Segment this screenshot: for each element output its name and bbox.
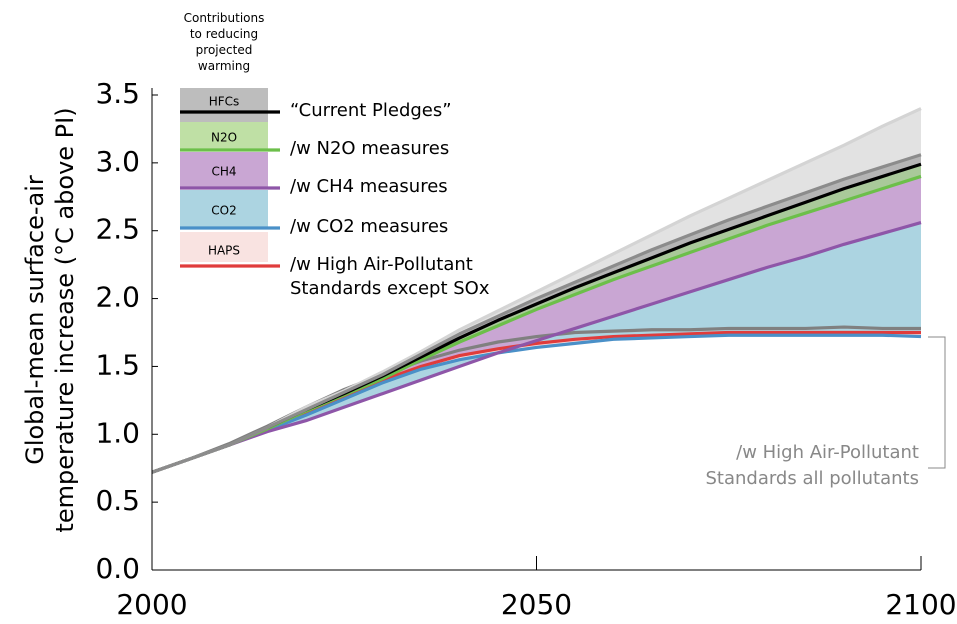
y-tick-label: 1.5 [95,348,140,381]
y-tick-label: 3.0 [95,145,140,178]
y-tick-label: 3.5 [95,77,140,110]
y-tick-label: 2.5 [95,213,140,246]
y-tick-label: 2.0 [95,281,140,314]
legend-label: /w CO2 measures [290,216,449,237]
legend-box-label: CH4 [211,165,236,179]
line [151,153,922,474]
x-tick-label: 2100 [885,588,956,621]
x-tick-label: 2000 [116,588,187,621]
legend-box [180,190,268,228]
legend-title: Contributions to reducing projected warm… [183,11,265,73]
legend-box-label: N2O [211,131,237,145]
legend-box-label: HAPS [208,244,240,258]
legend-label: /w CH4 measures [290,176,448,197]
annotation: /w High Air-Pollutant Standards all poll… [705,442,919,489]
band [152,164,921,473]
legend-box-label: HFCs [209,95,240,109]
line [151,221,922,474]
annotation-bracket [928,336,946,469]
legend-label: “Current Pledges” [290,100,452,121]
legend-box [180,152,268,188]
y-tick-label: 0.5 [95,484,140,517]
y-tick-label: 0.0 [95,552,140,585]
legend-box [180,122,268,150]
legend-label: /w High Air-Pollutant Standards except S… [290,254,490,299]
legend-box [180,88,268,122]
legend-label: /w N2O measures [290,138,450,159]
y-tick-label: 1.0 [95,416,140,449]
line [151,333,922,474]
legend-box [180,232,268,262]
legend-box-label: CO2 [211,204,236,218]
x-tick-label: 2050 [501,588,572,621]
y-axis-label: Global-mean surface-air temperature incr… [21,107,79,533]
